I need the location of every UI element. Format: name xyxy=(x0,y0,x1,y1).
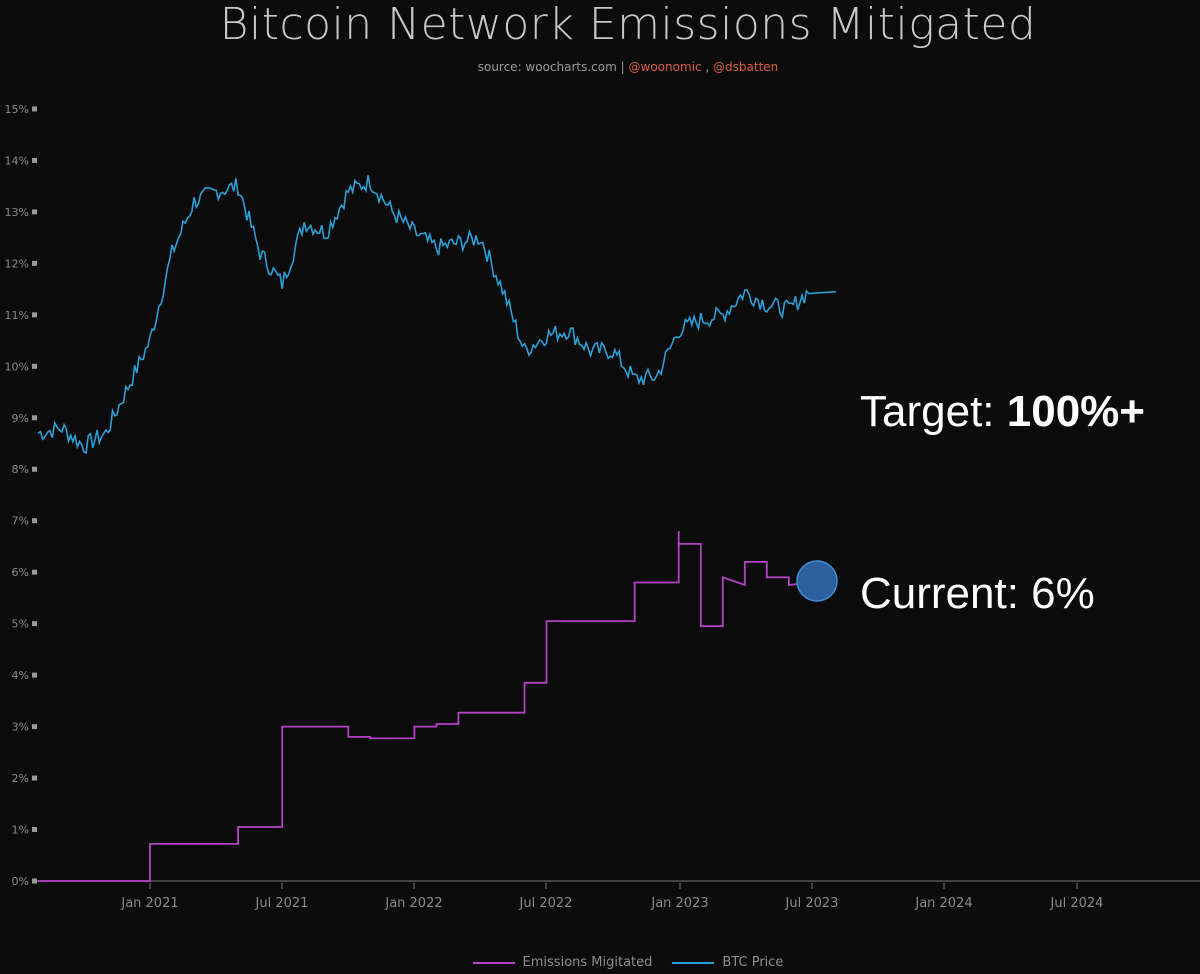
handle-separator: , xyxy=(701,60,714,74)
svg-text:2%: 2% xyxy=(12,772,29,785)
svg-text:1%: 1% xyxy=(12,824,29,837)
svg-text:Jan 2022: Jan 2022 xyxy=(384,896,442,911)
target-value: 100%+ xyxy=(1006,387,1145,436)
svg-text:11%: 11% xyxy=(5,309,29,322)
emissions-mitigated-line[interactable] xyxy=(38,531,812,882)
svg-text:15%: 15% xyxy=(5,103,29,116)
svg-text:Jul 2024: Jul 2024 xyxy=(1050,896,1104,911)
handle-woonomic-link[interactable]: @woonomic xyxy=(628,60,702,74)
target-annotation: Target: 100%+ xyxy=(860,388,1145,436)
svg-text:Jan 2021: Jan 2021 xyxy=(120,896,178,911)
svg-text:3%: 3% xyxy=(12,721,29,734)
legend-label-emissions: Emissions Migitated xyxy=(522,955,653,970)
legend-label-btc-price: BTC Price xyxy=(722,955,784,970)
svg-text:12%: 12% xyxy=(5,257,29,270)
svg-text:10%: 10% xyxy=(5,360,29,373)
current-value-marker xyxy=(796,560,838,602)
svg-text:5%: 5% xyxy=(12,618,29,631)
chart-title: Bitcoin Network Emissions Mitigated xyxy=(219,0,1037,50)
svg-text:Jan 2023: Jan 2023 xyxy=(650,896,708,911)
svg-text:13%: 13% xyxy=(5,206,29,219)
handle-dsbatten-link[interactable]: @dsbatten xyxy=(713,60,779,74)
legend-item-btc-price[interactable]: BTC Price xyxy=(672,955,783,970)
svg-text:4%: 4% xyxy=(12,669,29,682)
svg-text:6%: 6% xyxy=(12,566,29,579)
target-label: Target: xyxy=(860,387,1007,436)
btc-price-line[interactable] xyxy=(37,175,836,455)
svg-text:7%: 7% xyxy=(12,515,29,528)
x-axis: Jan 2021 Jul 2021 Jan 2022 Jul 2022 Jan 2023… xyxy=(37,880,1200,911)
svg-text:8%: 8% xyxy=(12,463,29,476)
svg-text:14%: 14% xyxy=(5,154,29,167)
btc-swatch-icon xyxy=(672,961,715,964)
svg-text:Jul 2022: Jul 2022 xyxy=(519,896,573,911)
emissions-swatch-icon xyxy=(472,961,515,964)
svg-text:Jan 2024: Jan 2024 xyxy=(914,896,972,911)
y-axis: 0% 1% 2% 3% 4% 5% 6% 7% 8% 9% 10% 11% 12% 13% 14% 15% xyxy=(5,103,37,888)
svg-text:Jul 2023: Jul 2023 xyxy=(785,896,839,911)
legend-item-emissions[interactable]: Emissions Migitated xyxy=(472,955,653,970)
source-text: source: woocharts.com | xyxy=(477,60,629,74)
chart-legend: Emissions Migitated BTC Price xyxy=(0,955,1200,970)
svg-text:Jul 2021: Jul 2021 xyxy=(255,896,309,911)
chart-subtitle: source: woocharts.com | @woonomic , @dsb… xyxy=(0,60,1200,74)
svg-text:0%: 0% xyxy=(12,875,29,888)
svg-text:9%: 9% xyxy=(12,412,29,425)
current-annotation: Current: 6% xyxy=(860,569,1095,618)
